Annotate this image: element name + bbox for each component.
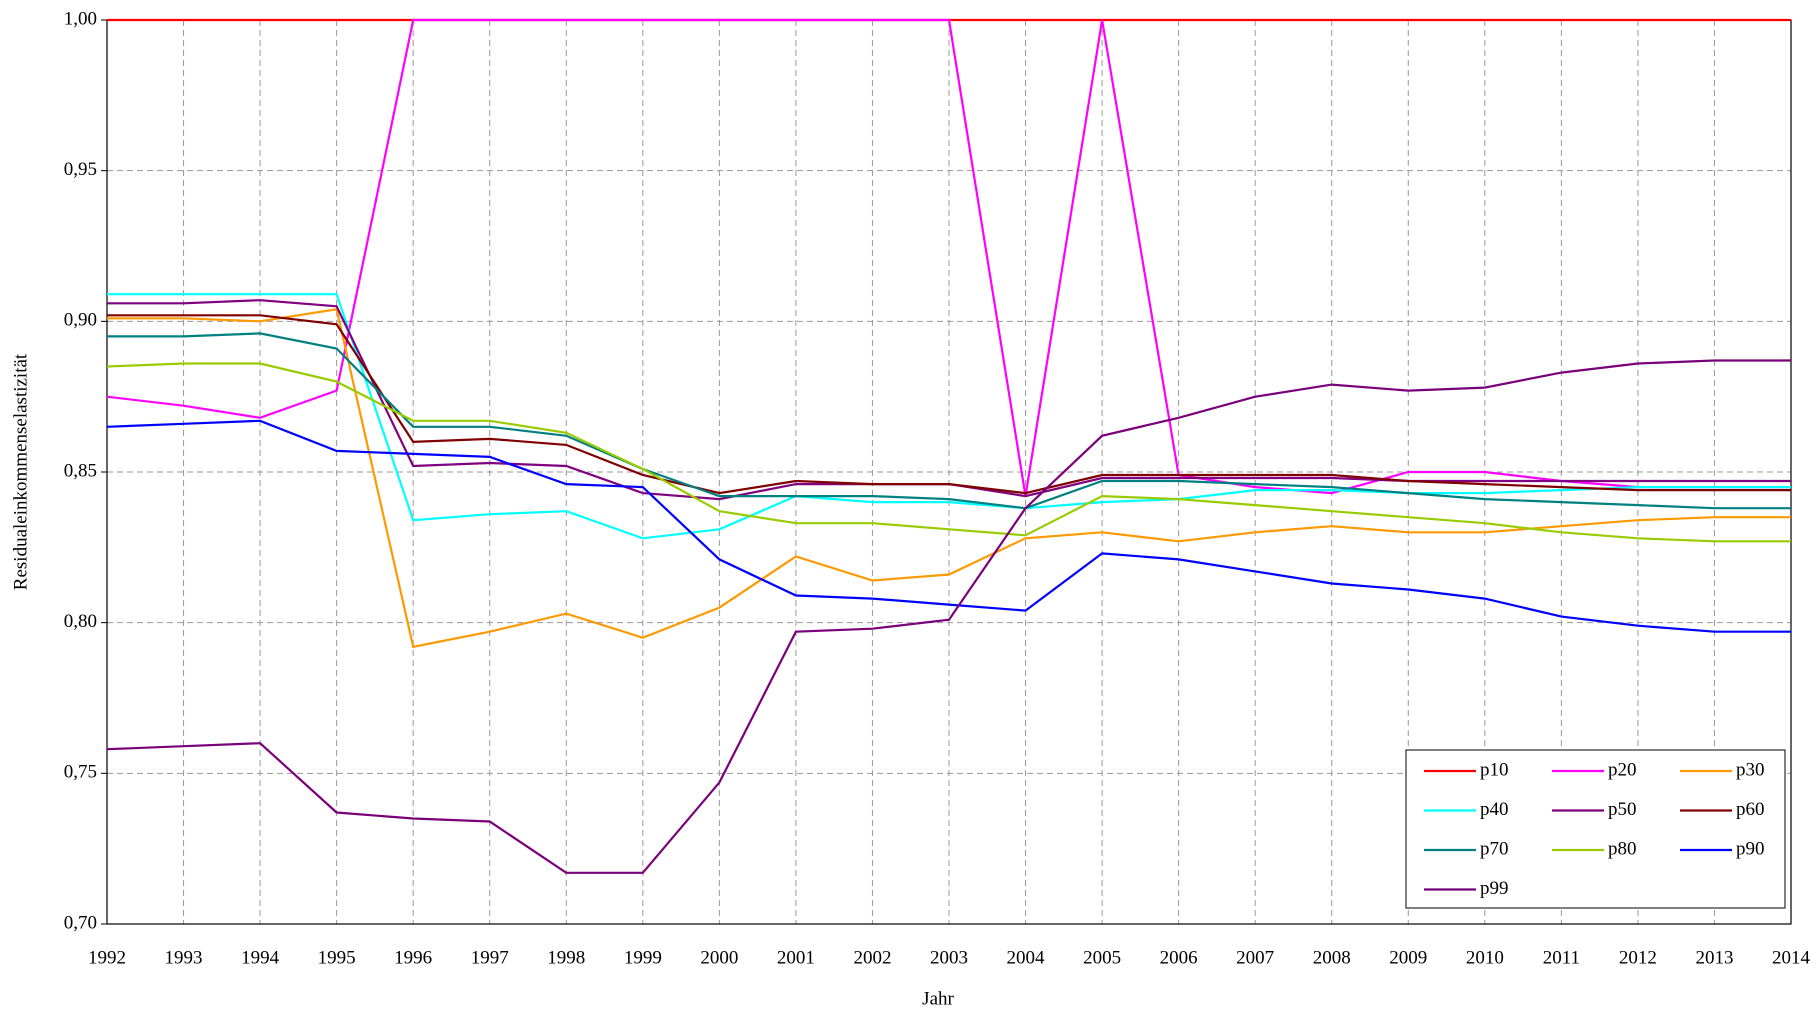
y-tick-label: 0,95 xyxy=(64,159,97,180)
x-tick-label: 1997 xyxy=(471,947,509,968)
y-tick-label: 0,70 xyxy=(64,912,97,933)
y-tick-label: 0,85 xyxy=(64,460,97,481)
data-line xyxy=(107,308,1791,649)
legend-label: p60 xyxy=(1736,799,1765,820)
x-tick-label: 2012 xyxy=(1619,947,1657,968)
data-line xyxy=(107,332,1791,510)
x-tick-label: 2008 xyxy=(1313,947,1351,968)
legend-label: p99 xyxy=(1480,878,1509,899)
data-line xyxy=(106,18,1791,497)
x-tick-label: 2000 xyxy=(700,947,738,968)
y-tick-label: 0,90 xyxy=(64,310,97,331)
legend-label: p80 xyxy=(1608,838,1637,859)
x-tick-label: 2013 xyxy=(1695,947,1733,968)
x-tick-label: 1996 xyxy=(394,947,432,968)
x-tick-label: 2011 xyxy=(1543,947,1580,968)
x-tick-label: 2010 xyxy=(1466,947,1504,968)
data-line xyxy=(106,419,1791,633)
x-tick-label: 2001 xyxy=(777,947,815,968)
x-tick-label: 2007 xyxy=(1236,947,1274,968)
x-tick-label: 2014 xyxy=(1772,947,1811,968)
x-tick-label: 2005 xyxy=(1083,947,1121,968)
x-tick-label: 1995 xyxy=(318,947,356,968)
data-line xyxy=(106,362,1791,543)
y-axis-label: Residualeinkommenselastizität xyxy=(10,353,31,590)
legend-label: p20 xyxy=(1608,759,1637,780)
y-tick-label: 0,75 xyxy=(64,762,97,783)
legend-label: p90 xyxy=(1736,838,1765,859)
x-tick-label: 1999 xyxy=(624,947,662,968)
x-tick-label: 1992 xyxy=(88,947,126,968)
x-tick-label: 2004 xyxy=(1007,947,1046,968)
data-line xyxy=(107,293,1791,540)
data-line xyxy=(107,314,1791,495)
legend-label: p70 xyxy=(1480,838,1509,859)
x-tick-label: 2009 xyxy=(1389,947,1427,968)
x-tick-label: 2003 xyxy=(930,947,968,968)
legend-label: p40 xyxy=(1480,799,1509,820)
x-tick-label: 1994 xyxy=(241,947,280,968)
data-line xyxy=(106,359,1791,874)
x-tick-label: 1998 xyxy=(547,947,585,968)
x-tick-label: 2006 xyxy=(1160,947,1198,968)
x-axis-label: Jahr xyxy=(922,988,954,1009)
legend-label: p30 xyxy=(1736,759,1765,780)
legend-box xyxy=(1405,749,1786,909)
legend-label: p50 xyxy=(1608,799,1637,820)
legend-label: p10 xyxy=(1480,759,1509,780)
y-tick-label: 1,00 xyxy=(64,8,97,29)
x-tick-label: 2002 xyxy=(853,947,891,968)
y-tick-label: 0,80 xyxy=(64,611,97,632)
x-tick-label: 1993 xyxy=(165,947,203,968)
